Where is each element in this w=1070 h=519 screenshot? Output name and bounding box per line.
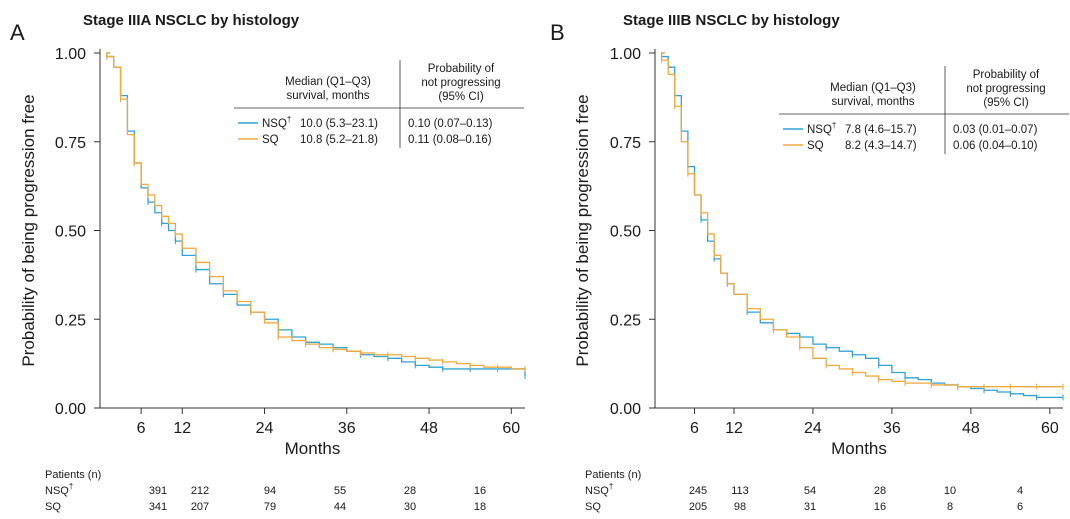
x-tick-label: 12 xyxy=(173,420,191,437)
risk-row-label: NSQ† xyxy=(45,482,73,497)
risk-value: 4 xyxy=(1017,485,1023,497)
risk-value: 31 xyxy=(804,501,816,513)
table-col2-header: (95% CI) xyxy=(438,91,484,103)
panel-a: A Stage IIIA NSCLC by histology 0.00 0.25 0.… xyxy=(10,12,526,513)
risk-value: 44 xyxy=(334,501,346,513)
panel-letter: B xyxy=(550,20,565,45)
chart-title: Stage IIIB NSCLC by histology xyxy=(623,12,840,29)
x-tick-label: 60 xyxy=(1041,420,1059,437)
x-tick-label: 48 xyxy=(420,420,438,437)
risk-value: 54 xyxy=(804,485,816,497)
y-tick-label: 0.75 xyxy=(55,135,86,152)
y-tick-label: 0.50 xyxy=(610,224,641,241)
risk-value: 8 xyxy=(947,501,953,513)
table-col2-header: Probability of xyxy=(973,69,1040,81)
risk-value: 10 xyxy=(944,485,956,497)
panel-b: B Stage IIIB NSCLC by histology 0.00 0.25 0.… xyxy=(550,12,1069,513)
risk-row-label: SQ xyxy=(585,501,601,513)
x-tick-label: 48 xyxy=(962,420,980,437)
risk-value: 55 xyxy=(334,485,346,497)
table-median: 7.8 (4.6–15.7) xyxy=(845,124,917,136)
x-tick-label: 6 xyxy=(137,420,146,437)
table-col1-header: survival, months xyxy=(286,90,369,102)
table-prob: 0.10 (0.07–0.13) xyxy=(408,118,493,130)
risk-value: 391 xyxy=(149,485,167,497)
x-tick-label: 36 xyxy=(883,420,901,437)
risk-value: 94 xyxy=(264,485,276,497)
x-axis-label: Months xyxy=(831,439,887,458)
table-prob: 0.03 (0.01–0.07) xyxy=(953,124,1038,136)
table-median: 8.2 (4.3–14.7) xyxy=(845,140,917,152)
x-tick-label: 24 xyxy=(804,420,822,437)
y-tick-label: 0.25 xyxy=(55,312,86,329)
table-median: 10.8 (5.2–21.8) xyxy=(300,134,378,146)
x-axis-label: Months xyxy=(285,439,341,458)
risk-value: 28 xyxy=(874,485,886,497)
y-axis-label: Probability of being progression free xyxy=(19,94,38,366)
table-col1-header: Median (Q1–Q3) xyxy=(830,82,916,94)
table-col1-header: survival, months xyxy=(831,96,914,108)
x-tick-label: 6 xyxy=(690,420,699,437)
risk-row-label: SQ xyxy=(45,501,61,513)
risk-value: 6 xyxy=(1017,501,1023,513)
table-prob: 0.11 (0.08–0.16) xyxy=(408,134,492,146)
table-col1-header: Median (Q1–Q3) xyxy=(285,76,371,88)
x-tick-label: 24 xyxy=(256,420,274,437)
risk-value: 79 xyxy=(264,501,276,513)
panel-letter: A xyxy=(10,20,25,45)
legend-label-nsq: NSQ† xyxy=(807,121,836,136)
table-col2-header: Probability of xyxy=(428,63,495,75)
y-tick-label: 0.00 xyxy=(610,401,641,418)
risk-value: 113 xyxy=(731,485,749,497)
y-tick-label: 0.50 xyxy=(55,224,86,241)
table-prob: 0.06 (0.04–0.10) xyxy=(953,140,1038,152)
risk-value: 18 xyxy=(474,501,486,513)
x-tick-label: 12 xyxy=(725,420,743,437)
series-sq-line xyxy=(106,52,525,370)
risk-value: 16 xyxy=(874,501,886,513)
y-tick-label: 0.25 xyxy=(610,312,641,329)
risk-value: 207 xyxy=(191,501,209,513)
risk-value: 245 xyxy=(689,485,707,497)
risk-table-header: Patients (n) xyxy=(585,469,641,481)
risk-value: 28 xyxy=(404,485,416,497)
x-tick-label: 36 xyxy=(338,420,356,437)
risk-value: 341 xyxy=(149,501,167,513)
table-col2-header: not progressing xyxy=(421,77,500,89)
risk-table-header: Patients (n) xyxy=(45,469,101,481)
risk-value: 212 xyxy=(191,485,209,497)
risk-row-label: NSQ† xyxy=(585,482,613,497)
y-tick-label: 0.00 xyxy=(55,401,86,418)
risk-value: 30 xyxy=(404,501,416,513)
chart-title: Stage IIIA NSCLC by histology xyxy=(83,12,300,29)
legend-label-sq: SQ xyxy=(807,140,824,152)
table-median: 10.0 (5.3–23.1) xyxy=(300,118,378,130)
y-tick-label: 0.75 xyxy=(610,135,641,152)
risk-value: 98 xyxy=(734,501,746,513)
legend-label-nsq: NSQ† xyxy=(262,115,291,130)
risk-value: 205 xyxy=(689,501,707,513)
y-axis-label: Probability of being progression free xyxy=(573,94,592,366)
y-tick-label: 1.00 xyxy=(55,46,86,63)
risk-value: 16 xyxy=(474,485,486,497)
x-tick-label: 60 xyxy=(502,420,520,437)
table-col2-header: (95% CI) xyxy=(983,97,1029,109)
y-tick-label: 1.00 xyxy=(610,46,641,63)
table-col2-header: not progressing xyxy=(966,83,1045,95)
series-sq-line xyxy=(660,52,1063,388)
legend-label-sq: SQ xyxy=(262,134,279,146)
